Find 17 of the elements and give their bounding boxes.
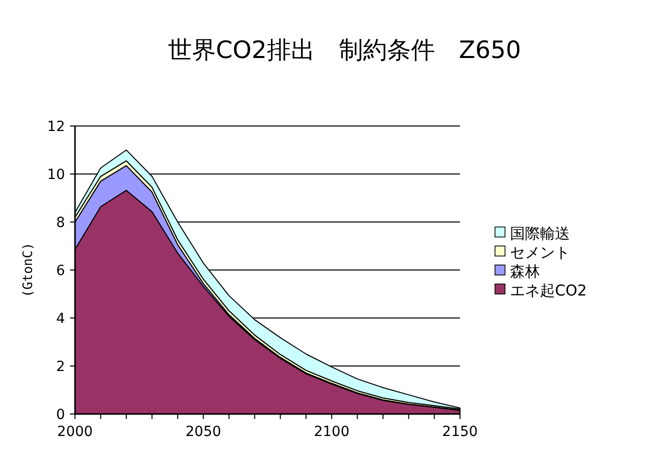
x-tick-label: 2100 xyxy=(314,424,350,440)
x-tick-label: 2000 xyxy=(57,424,93,440)
legend-label: セメント xyxy=(510,243,570,262)
x-tick-label: 2050 xyxy=(186,424,222,440)
y-tick-label: 2 xyxy=(56,358,65,375)
chart-title: 世界CO2排出 制約条件 Z650 xyxy=(168,36,522,64)
legend-label: エネ起CO2 xyxy=(510,281,587,300)
y-tick-label: 0 xyxy=(56,406,65,423)
x-tick-label: 2150 xyxy=(442,424,478,440)
y-tick-label: 12 xyxy=(47,118,65,135)
y-tick-label: 8 xyxy=(56,214,65,231)
y-axis-title: (GtonC) xyxy=(21,242,36,298)
y-tick-label: 6 xyxy=(56,262,66,279)
y-tick-label: 4 xyxy=(56,310,66,327)
legend-label: 国際輸送 xyxy=(510,224,570,242)
y-tick-label: 10 xyxy=(47,166,65,183)
legend-label: 森林 xyxy=(510,262,540,280)
